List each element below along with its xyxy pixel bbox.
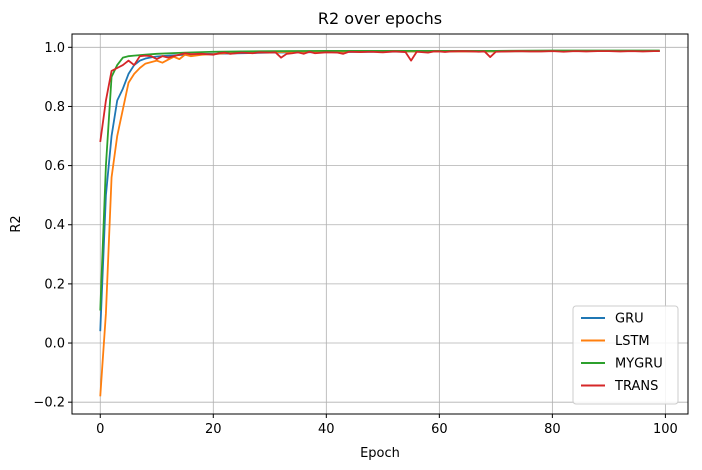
- grid-lines: [72, 34, 688, 414]
- y-tick-label: 0.2: [44, 277, 65, 292]
- y-tick-label: 1.0: [44, 41, 65, 56]
- plot-frame: [71, 33, 689, 415]
- legend-label-lstm: LSTM: [615, 334, 650, 349]
- legend-box: [572, 305, 679, 405]
- y-axis-title: R2: [9, 215, 24, 232]
- y-tick-label: −0.2: [33, 396, 65, 411]
- series-line-mygru: [99, 49, 660, 311]
- y-tick-label: 0.4: [44, 218, 65, 233]
- chart-title: R2 over epochs: [318, 9, 442, 28]
- y-tick-label: 0.6: [44, 159, 65, 174]
- legend: GRU LSTM MYGRU TRANS: [572, 305, 679, 405]
- series-line-gru: [99, 50, 660, 332]
- x-tick-label: 0: [96, 422, 104, 437]
- x-tick-label: 40: [318, 422, 335, 437]
- x-axis-title: Epoch: [360, 446, 400, 461]
- y-tick-label: 0.0: [44, 337, 65, 352]
- legend-label-gru: GRU: [615, 312, 644, 327]
- legend-label-trans: TRANS: [614, 379, 658, 394]
- x-tick-label: 20: [205, 422, 222, 437]
- y-tick-label: 0.8: [44, 100, 65, 115]
- x-tick-label: 60: [431, 422, 448, 437]
- x-tick-label: 100: [653, 422, 678, 437]
- series-line-trans: [99, 50, 660, 143]
- series-lines: [99, 49, 660, 397]
- legend-label-mygru: MYGRU: [615, 357, 663, 372]
- x-tick-label: 80: [544, 422, 561, 437]
- axis-ticks: 0 20 40 60 80 100 −0.2 0.0 0.2 0.4 0.6 0.8 1.0: [33, 41, 677, 437]
